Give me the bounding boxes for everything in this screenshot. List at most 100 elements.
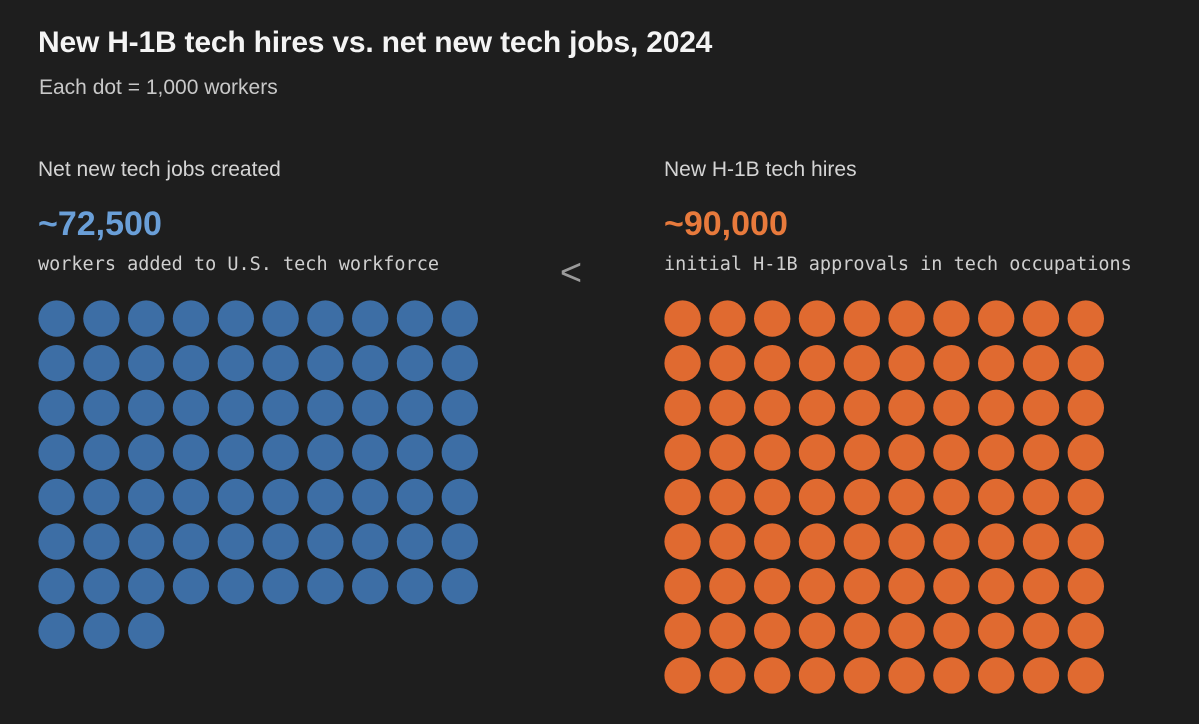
jobs-dot xyxy=(83,612,120,649)
h1b-dot xyxy=(754,568,791,605)
h1b-dot xyxy=(888,345,925,382)
jobs-dot xyxy=(38,612,75,649)
jobs-dot xyxy=(441,568,478,605)
h1b-dot xyxy=(709,434,746,471)
h1b-dot xyxy=(888,389,925,426)
h1b-dot xyxy=(1022,478,1060,516)
h1b-dot xyxy=(978,345,1015,382)
jobs-dot xyxy=(441,434,478,471)
h1b-dot xyxy=(798,434,836,471)
h1b-dot xyxy=(888,523,925,560)
h1b-dot xyxy=(798,657,836,694)
h1b-dot xyxy=(888,568,925,605)
jobs-dot xyxy=(307,300,344,337)
h1b-dot xyxy=(1022,389,1060,426)
h1b-dot xyxy=(1022,434,1060,471)
chart-subtitle: Each dot = 1,000 workers xyxy=(39,76,278,99)
jobs-dot xyxy=(307,523,344,560)
jobs-dot xyxy=(352,568,389,605)
jobs-dot xyxy=(83,478,120,516)
jobs-dot xyxy=(396,300,434,337)
jobs-dot xyxy=(83,523,120,560)
h1b-dot xyxy=(978,568,1015,605)
h1b-dot xyxy=(1022,657,1060,694)
h1b-dot xyxy=(754,434,791,471)
h1b-dot xyxy=(664,345,701,382)
jobs-dot xyxy=(128,568,165,605)
h1b-dot xyxy=(709,612,746,649)
h1b-dot xyxy=(754,657,791,694)
h1b-dot xyxy=(664,612,701,649)
h1b-dot xyxy=(933,568,970,605)
jobs-dot xyxy=(441,345,478,382)
jobs-dot xyxy=(128,389,165,426)
jobs-dot xyxy=(172,345,210,382)
h1b-dot xyxy=(933,389,970,426)
h1b-dot xyxy=(1022,568,1060,605)
jobs-dot xyxy=(352,434,389,471)
jobs-dot-grid xyxy=(38,300,478,649)
less-than-comparator: < xyxy=(559,252,583,294)
h1b-dot xyxy=(709,523,746,560)
h1b-dot xyxy=(843,612,880,649)
jobs-dot xyxy=(307,345,344,382)
h1b-dot xyxy=(888,478,925,516)
h1b-dot xyxy=(798,612,836,649)
h1b-dot xyxy=(843,657,880,694)
jobs-dot xyxy=(172,389,210,426)
h1b-dot xyxy=(978,300,1015,337)
h1b-dot xyxy=(798,478,836,516)
jobs-dot xyxy=(128,300,165,337)
h1b-dot-grid xyxy=(664,300,1104,694)
h1b-dot xyxy=(754,345,791,382)
jobs-dot xyxy=(38,345,75,382)
h1b-dot xyxy=(754,389,791,426)
jobs-dot xyxy=(217,478,254,516)
jobs-dot xyxy=(128,523,165,560)
h1b-dot xyxy=(1022,612,1060,649)
jobs-dot xyxy=(262,389,299,426)
jobs-dot xyxy=(172,478,210,516)
jobs-dot xyxy=(441,300,478,337)
h1b-dot xyxy=(1022,523,1060,560)
jobs-dot xyxy=(307,389,344,426)
jobs-dot xyxy=(83,345,120,382)
jobs-dot xyxy=(352,345,389,382)
jobs-dot xyxy=(217,300,254,337)
h1b-dot xyxy=(933,657,970,694)
h1b-dot xyxy=(933,300,970,337)
jobs-dot xyxy=(396,389,434,426)
h1b-dot xyxy=(709,300,746,337)
jobs-dot xyxy=(83,568,120,605)
h1b-dot xyxy=(933,345,970,382)
jobs-dot xyxy=(352,478,389,516)
jobs-dot xyxy=(38,300,75,337)
jobs-panel: Net new tech jobs created ~72,500 worker… xyxy=(38,156,558,278)
h1b-dot xyxy=(754,523,791,560)
h1b-dot xyxy=(978,657,1015,694)
jobs-dot xyxy=(38,389,75,426)
jobs-caption: workers added to U.S. tech workforce xyxy=(38,254,439,275)
jobs-dot xyxy=(217,389,254,426)
jobs-dot xyxy=(172,523,210,560)
h1b-dot xyxy=(664,300,701,337)
jobs-dot xyxy=(441,389,478,426)
jobs-dot xyxy=(172,434,210,471)
jobs-dot xyxy=(83,389,120,426)
jobs-dot xyxy=(352,523,389,560)
jobs-dot xyxy=(217,523,254,560)
jobs-dot xyxy=(128,345,165,382)
jobs-dot xyxy=(307,568,344,605)
jobs-dot xyxy=(262,345,299,382)
jobs-dot xyxy=(262,434,299,471)
h1b-dot xyxy=(843,434,880,471)
h1b-dot xyxy=(798,345,836,382)
jobs-dot xyxy=(172,300,210,337)
h1b-label: New H-1B tech hires xyxy=(664,158,857,181)
h1b-dot xyxy=(1022,300,1060,337)
jobs-dot xyxy=(83,434,120,471)
jobs-dot xyxy=(217,434,254,471)
jobs-dot xyxy=(128,478,165,516)
jobs-dot xyxy=(38,434,75,471)
jobs-dot xyxy=(396,434,434,471)
